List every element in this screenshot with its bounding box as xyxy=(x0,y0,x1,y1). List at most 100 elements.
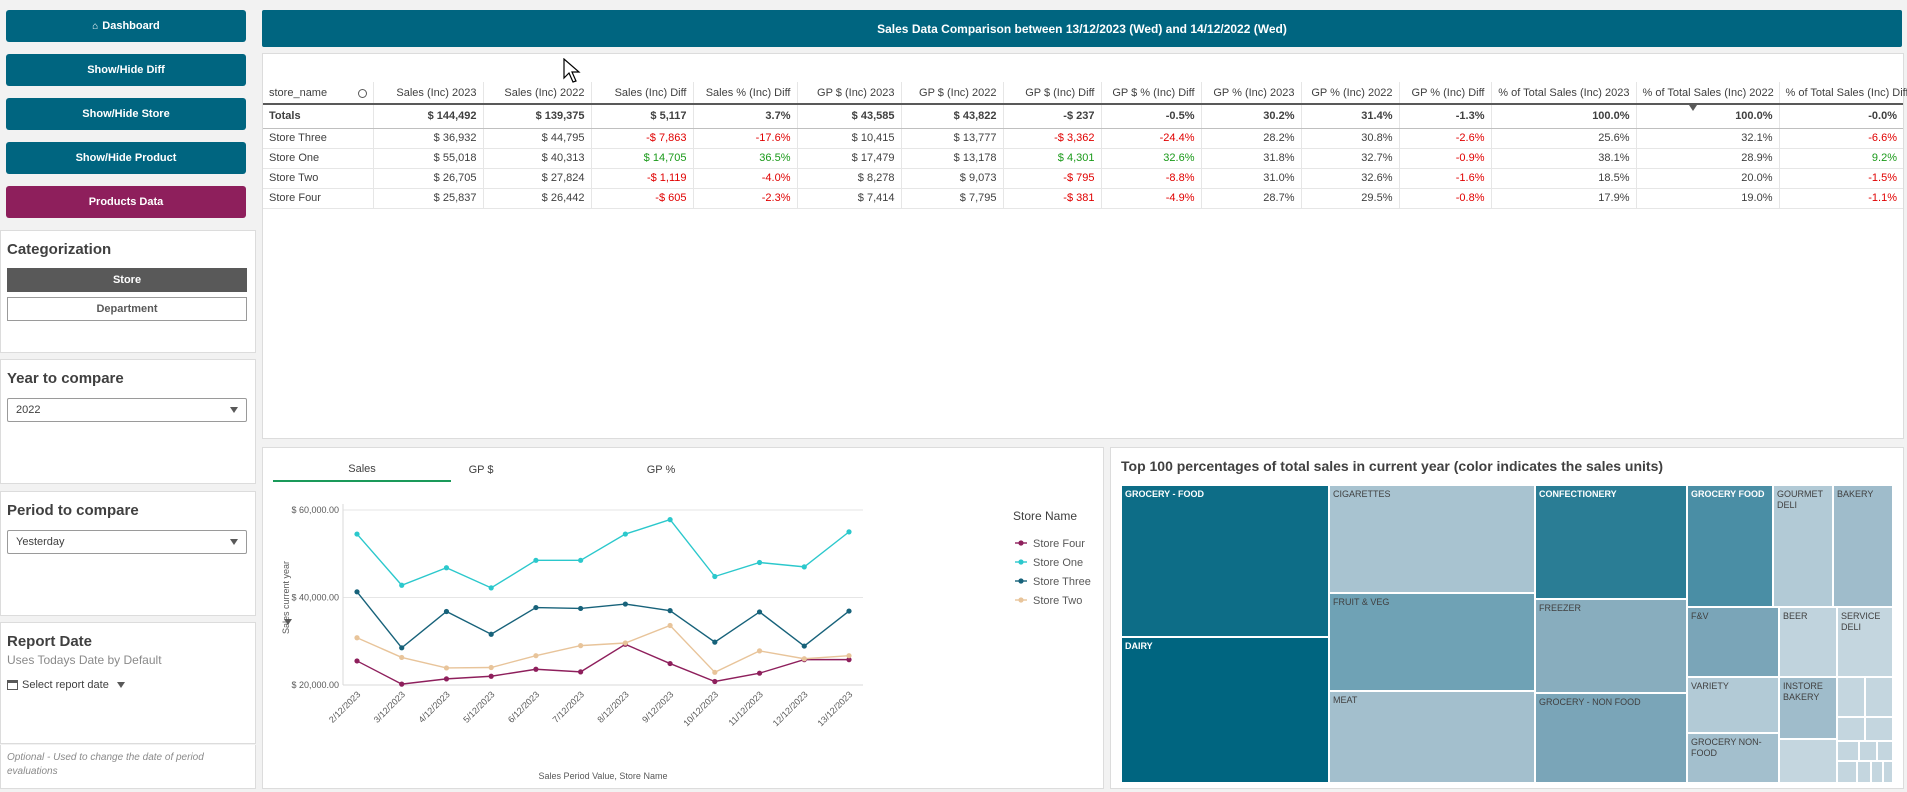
column-header-label: store_name xyxy=(269,86,328,99)
data-point xyxy=(712,639,718,645)
table-row[interactable]: Store Four $ 25,837 $ 26,442 -$ 605 -2.3% $ 7… xyxy=(263,188,1903,209)
column-header[interactable]: % of Total Sales (Inc) Diff xyxy=(1778,82,1907,105)
tile-grocery-non-food-2[interactable]: GROCERY NON-FOOD xyxy=(1687,733,1779,783)
dashboard-button[interactable]: ⌂ Dashboard xyxy=(6,10,246,42)
x-axis-label: Sales Period Value, Store Name xyxy=(539,771,668,781)
table-cell: 31.4% xyxy=(1300,104,1399,129)
show-hide-diff-button[interactable]: Show/Hide Diff xyxy=(6,54,246,86)
x-tick-label: 5/12/2023 xyxy=(461,689,496,724)
tile-meat[interactable]: MEAT xyxy=(1329,691,1535,783)
row-label-cell[interactable]: Store One xyxy=(263,148,373,169)
tile-small[interactable] xyxy=(1865,717,1893,741)
table-cell: 31.8% xyxy=(1200,148,1301,169)
table-row[interactable]: Store Three $ 36,932 $ 44,795 -$ 7,863 -17.6… xyxy=(263,128,1903,149)
table-cell: 3.7% xyxy=(692,104,797,129)
tile-grocery-non-food[interactable]: GROCERY - NON FOOD xyxy=(1535,693,1687,783)
tile-small[interactable] xyxy=(1837,741,1859,761)
store-category-button[interactable]: Store xyxy=(7,268,247,292)
column-header[interactable]: % of Total Sales (Inc) 2023 xyxy=(1490,82,1636,105)
column-header-store-name[interactable]: store_name xyxy=(263,82,373,105)
period-select[interactable]: Yesterday xyxy=(7,530,247,554)
data-point xyxy=(667,660,673,667)
tab-gp-dollar[interactable]: GP $ xyxy=(468,464,494,476)
tab-sales[interactable]: Sales xyxy=(273,458,451,482)
data-point xyxy=(756,670,763,676)
column-header[interactable]: Sales (Inc) Diff xyxy=(590,82,693,105)
tile-grocery-food-2[interactable]: GROCERY FOOD xyxy=(1687,485,1773,607)
totals-row[interactable]: Totals $ 144,492 $ 139,375 $ 5,117 3.7% $ 43,… xyxy=(263,104,1903,129)
tile-small[interactable] xyxy=(1871,761,1883,783)
column-header[interactable]: % of Total Sales (Inc) 2022 xyxy=(1635,82,1779,105)
column-header-label: Sales % (Inc) Diff xyxy=(705,86,791,99)
tab-gp-percent[interactable]: GP % xyxy=(646,464,676,476)
table-cell: 30.8% xyxy=(1300,128,1399,149)
data-point xyxy=(846,653,852,659)
tile-small[interactable] xyxy=(1837,717,1865,741)
table-cell: -$ 795 xyxy=(1002,168,1101,189)
tile-cigarettes[interactable]: CIGARETTES xyxy=(1329,485,1535,593)
table-cell: $ 9,073 xyxy=(900,168,1003,189)
tile-small[interactable] xyxy=(1779,739,1837,783)
column-header[interactable]: GP $ % (Inc) Diff xyxy=(1100,82,1201,105)
tile-fv[interactable]: F&V xyxy=(1687,607,1779,677)
data-point xyxy=(488,664,494,671)
data-point xyxy=(756,609,763,615)
column-header[interactable]: GP $ (Inc) 2022 xyxy=(900,82,1003,105)
tile-fruit-veg[interactable]: FRUIT & VEG xyxy=(1329,593,1535,691)
table-row[interactable]: Store Two $ 26,705 $ 27,824 -$ 1,119 -4.0% $ … xyxy=(263,168,1903,189)
table-cell: $ 43,585 xyxy=(796,104,901,129)
tile-small[interactable] xyxy=(1865,677,1893,717)
column-header-label: Sales (Inc) 2023 xyxy=(396,86,477,99)
column-header[interactable]: GP % (Inc) 2022 xyxy=(1300,82,1399,105)
column-header[interactable]: GP % (Inc) Diff xyxy=(1398,82,1491,105)
column-header[interactable]: Sales % (Inc) Diff xyxy=(692,82,797,105)
tile-confectionery[interactable]: CONFECTIONERY xyxy=(1535,485,1687,599)
table-cell: 25.6% xyxy=(1490,128,1636,149)
search-icon[interactable] xyxy=(357,88,367,98)
legend-title: Store Name xyxy=(1013,509,1077,523)
tile-dairy[interactable]: DAIRY xyxy=(1121,637,1329,783)
tile-small[interactable] xyxy=(1859,741,1877,761)
row-label-cell[interactable]: Store Two xyxy=(263,168,373,189)
show-hide-store-button[interactable]: Show/Hide Store xyxy=(6,98,246,130)
tile-instore-bakery[interactable]: INSTORE BAKERY xyxy=(1779,677,1837,739)
tile-variety[interactable]: VARIETY xyxy=(1687,677,1779,733)
tile-small[interactable] xyxy=(1877,741,1893,761)
tile-freezer[interactable]: FREEZER xyxy=(1535,599,1687,693)
column-header[interactable]: Sales (Inc) 2022 xyxy=(482,82,591,105)
x-tick-label: 8/12/2023 xyxy=(595,689,630,724)
select-report-date-button[interactable]: Select report date xyxy=(7,679,125,691)
tile-small[interactable] xyxy=(1883,761,1893,783)
tile-service-deli[interactable]: SERVICE DELI xyxy=(1837,607,1893,677)
data-point xyxy=(354,658,360,664)
products-data-button[interactable]: Products Data xyxy=(6,186,246,218)
table-cell: $ 43,822 xyxy=(900,104,1003,129)
tile-small[interactable] xyxy=(1837,677,1865,717)
data-point xyxy=(667,622,673,629)
tile-small[interactable] xyxy=(1857,761,1871,783)
row-label-cell[interactable]: Store Four xyxy=(263,188,373,209)
column-header-label: GP $ (Inc) 2023 xyxy=(817,86,895,99)
legend-swatch-dot xyxy=(1018,559,1024,565)
column-header[interactable]: GP % (Inc) 2023 xyxy=(1200,82,1301,105)
tile-grocery-food[interactable]: GROCERY - FOOD xyxy=(1121,485,1329,637)
tile-small[interactable] xyxy=(1837,761,1857,783)
column-header-label: GP % (Inc) 2022 xyxy=(1311,86,1393,99)
column-header[interactable]: Sales (Inc) 2023 xyxy=(372,82,483,105)
row-label-cell[interactable]: Totals xyxy=(263,104,373,129)
tile-beer[interactable]: BEER xyxy=(1779,607,1837,677)
tile-gourmet-deli[interactable]: GOURMET DELI xyxy=(1773,485,1833,607)
column-header[interactable]: GP $ (Inc) 2023 xyxy=(796,82,901,105)
year-select[interactable]: 2022 xyxy=(7,398,247,422)
column-header[interactable]: GP $ (Inc) Diff xyxy=(1002,82,1101,105)
table-row[interactable]: Store One $ 55,018 $ 40,313 $ 14,705 36.5% $ … xyxy=(263,148,1903,169)
year-compare-title: Year to compare xyxy=(7,370,124,387)
table-cell: 28.7% xyxy=(1200,188,1301,209)
tile-bakery[interactable]: BAKERY xyxy=(1833,485,1893,607)
show-hide-product-button[interactable]: Show/Hide Product xyxy=(6,142,246,174)
axis-menu-caret-icon xyxy=(284,619,292,625)
sort-descending-icon[interactable] xyxy=(1689,105,1697,111)
table-cell: 32.7% xyxy=(1300,148,1399,169)
department-category-button[interactable]: Department xyxy=(7,297,247,321)
row-label-cell[interactable]: Store Three xyxy=(263,128,373,149)
